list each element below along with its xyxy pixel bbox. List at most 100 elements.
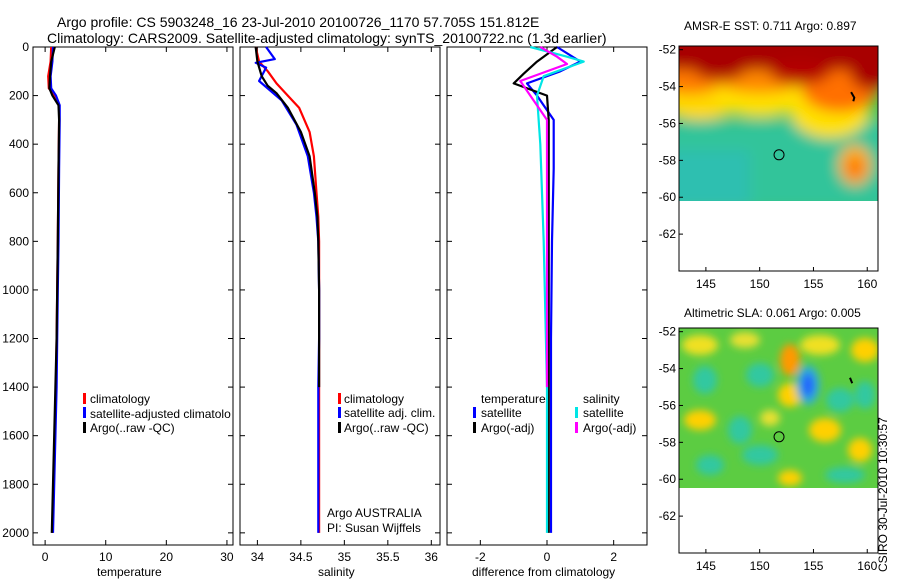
credit-label: CSIRO 30-Jul-2010 10:30:57 (876, 417, 890, 572)
temp-legend-argo-swatch (83, 422, 86, 433)
temp-x-tick-label-0: 0 (42, 550, 49, 564)
sst-x-tick-label-1: 150 (750, 277, 770, 291)
temp-x-tick-label-3: 30 (220, 550, 234, 564)
temperature-y-ticks: 0 200 400 600 800 1000 1200 1400 1600 1800 2000 (2, 40, 233, 540)
temp-legend-argo-label: Argo(..raw -QC) (90, 421, 175, 435)
sla-x-tick-label-2: 155 (803, 559, 823, 573)
figure-title-line1: Argo profile: CS 5903248_16 23-Jul-2010 … (57, 14, 539, 30)
sal-legend-argo-label: Argo(..raw -QC) (344, 421, 429, 435)
temp-series-line-2 (48, 46, 61, 533)
difference-x-ticks: -2 0 2 (447, 46, 647, 564)
temp-x-tick-label-2: 20 (160, 550, 174, 564)
sst-y-tick-label-3: -58 (659, 153, 677, 167)
sla-x-tick-label-0: 145 (696, 559, 716, 573)
sst-y-tick-label-5: -62 (659, 227, 677, 241)
salinity-legend: climatology satellite adj. clim. Argo(..… (338, 392, 435, 435)
sal-series-line-2 (254, 46, 321, 388)
sst-argo-position-marker (773, 149, 785, 161)
sst-map-frame (678, 45, 879, 272)
sst-y-tick-label-1: -54 (659, 80, 677, 94)
diff-legend-sal-satellite-swatch (575, 407, 578, 418)
sla-y-tick-label-1: -54 (659, 362, 677, 376)
diff-series-line-1 (512, 46, 558, 533)
salinity-axis-label: salinity (318, 565, 355, 579)
diff-legend-sal-argo-swatch (575, 422, 578, 433)
depth-tick-label-10: 2000 (2, 526, 29, 540)
sal-series-line-1 (254, 46, 321, 533)
sal-legend-climatology-swatch (338, 393, 341, 404)
diff-legend-sal-argo-label: Argo(-adj) (583, 421, 636, 435)
sla-y-tick-label-2: -56 (659, 398, 677, 412)
diff-legend-temp-satellite-swatch (473, 407, 476, 418)
depth-tick-label-4: 800 (9, 234, 29, 248)
sst-x-tick-label-3: 160 (857, 277, 877, 291)
difference-series (512, 45, 585, 533)
sst-x-tick-label-2: 155 (803, 277, 823, 291)
sst-y-tick-label-4: -60 (659, 190, 677, 204)
diff-legend-temp-argo-swatch (473, 422, 476, 433)
sla-x-tick-label-1: 150 (750, 559, 770, 573)
diff-series-line-3 (519, 46, 569, 388)
depth-tick-label-1: 200 (9, 89, 29, 103)
sla-x-tick-label-3: 160 (857, 559, 877, 573)
depth-tick-label-8: 1600 (2, 429, 29, 443)
sla-y-tick-label-5: -62 (659, 509, 677, 523)
temp-x-tick-label-1: 10 (99, 550, 113, 564)
diff-series-line-2 (530, 45, 585, 533)
diff-x-tick-label-2: 2 (610, 550, 617, 564)
salinity-series (254, 46, 321, 533)
temperature-x-ticks: 0 10 20 30 (42, 47, 234, 564)
temp-legend-climatology-swatch (83, 393, 86, 404)
depth-tick-label-3: 600 (9, 186, 29, 200)
sst-x-tick-label-0: 145 (696, 277, 716, 291)
sla-y-tick-label-4: -60 (659, 472, 677, 486)
salinity-x-ticks: 34 34.5 35 35.5 36 (240, 46, 440, 564)
figure-title-line2: Climatology: CARS2009. Satellite-adjuste… (47, 30, 607, 46)
temperature-axis-label: temperature (97, 565, 162, 579)
sst-map-y-ticks: -52 -54 -56 -58 -60 -62 (659, 43, 683, 241)
sla-map-frame (678, 327, 879, 554)
temp-legend-satellite-label: satellite-adjusted climatolo (90, 407, 231, 421)
sst-map-title: AMSR-E SST: 0.711 Argo: 0.897 (684, 19, 857, 33)
temp-legend-satellite-clip: satellite-adjusted climatolo (90, 407, 231, 421)
depth-tick-label-9: 1800 (2, 477, 29, 491)
depth-tick-label-6: 1200 (2, 332, 29, 346)
sla-map-x-ticks: 145 150 155 160 (696, 549, 878, 573)
sst-y-tick-label-0: -52 (659, 43, 677, 57)
sla-heatmap (679, 328, 878, 488)
diff-legend-temp-argo-label: Argo(-adj) (481, 421, 534, 435)
sla-argo-track (849, 377, 854, 384)
sal-series-line-0 (254, 46, 321, 533)
sal-x-tick-label-2: 35 (338, 550, 352, 564)
diff-x-tick-label-0: -2 (475, 550, 486, 564)
sla-argo-position-marker (773, 431, 785, 443)
sal-x-tick-label-3: 35.5 (376, 550, 400, 564)
sst-argo-track (850, 91, 856, 102)
temperature-legend: climatology satellite-adjusted climatolo… (83, 392, 231, 435)
diff-legend-sal-satellite-label: satellite (583, 406, 624, 420)
diff-legend-temp-satellite-label: satellite (481, 406, 522, 420)
sst-map-overlay (773, 91, 856, 161)
temperature-series (47, 46, 61, 533)
difference-axis-label: difference from climatology (472, 565, 615, 579)
sal-legend-argo-swatch (338, 422, 341, 433)
sla-map-y-ticks: -52 -54 -56 -58 -60 -62 (659, 325, 683, 523)
sal-x-tick-label-4: 36 (425, 550, 439, 564)
sst-map-x-ticks: 145 150 155 160 (696, 267, 878, 291)
salinity-annotation-line1: Argo AUSTRALIA (327, 506, 422, 520)
temp-legend-satellite-swatch (83, 407, 86, 418)
sal-legend-satellite-swatch (338, 407, 341, 418)
difference-legend: temperature satellite Argo(-adj) salinit… (473, 392, 636, 435)
sla-map-title: Altimetric SLA: 0.061 Argo: 0.005 (684, 306, 861, 320)
sal-legend-satellite-label: satellite adj. clim. (344, 406, 435, 420)
sal-x-tick-label-0: 34 (251, 550, 265, 564)
diff-legend-temperature-header: temperature (481, 392, 546, 406)
diff-x-tick-label-1: 0 (544, 550, 551, 564)
sal-x-tick-label-1: 34.5 (289, 550, 313, 564)
sst-y-tick-label-2: -56 (659, 116, 677, 130)
diff-series-line-0 (525, 46, 582, 533)
depth-tick-label-5: 1000 (2, 283, 29, 297)
depth-tick-label-2: 400 (9, 137, 29, 151)
depth-tick-label-7: 1400 (2, 380, 29, 394)
